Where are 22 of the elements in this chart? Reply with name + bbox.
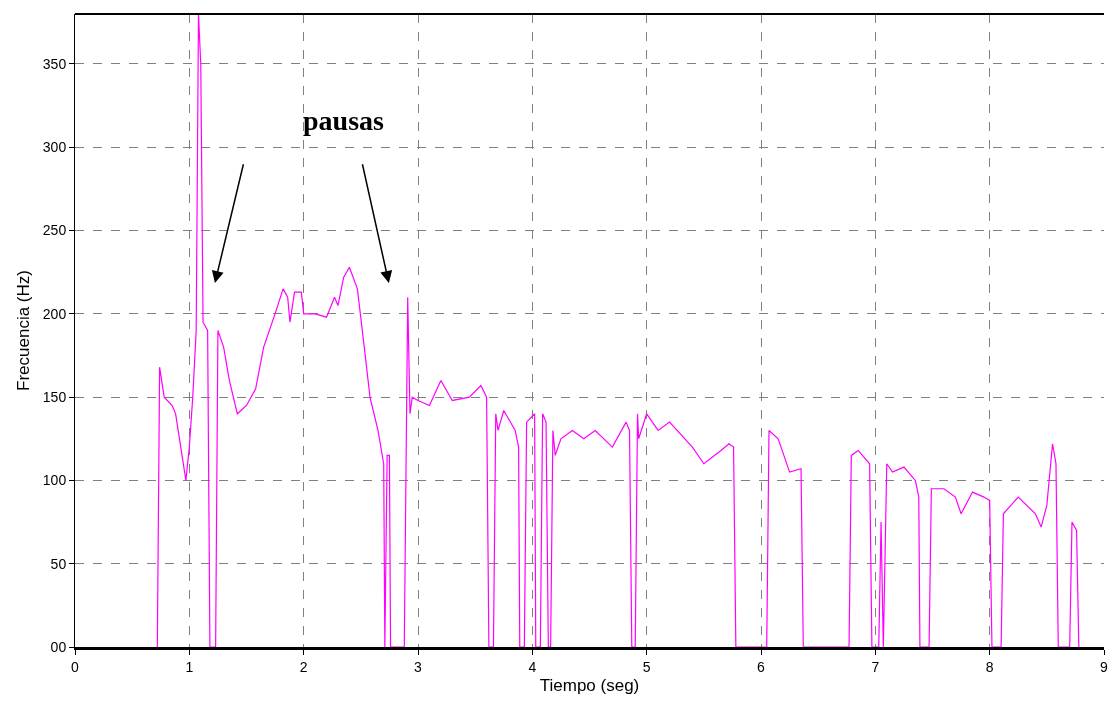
x-tick-label: 9	[1100, 658, 1109, 675]
x-tick-label: 5	[642, 658, 651, 675]
x-tick-label: 2	[299, 658, 308, 675]
line-series	[156, 14, 1080, 647]
y-axis-title: Frecuencia (Hz)	[14, 270, 34, 391]
y-tick-label: 350	[42, 55, 67, 72]
y-tick-label: 100	[42, 472, 67, 489]
x-tick-label: 1	[185, 658, 194, 675]
y-tick-label: 300	[42, 139, 67, 156]
y-tick-label: 200	[42, 305, 67, 322]
x-tick-label: 7	[871, 658, 880, 675]
y-tick-label: 150	[42, 389, 67, 406]
x-tick-label: 3	[414, 658, 423, 675]
x-tick-label: 6	[757, 658, 766, 675]
y-tick-label: 250	[42, 222, 67, 239]
x-tick-label: 4	[528, 658, 537, 675]
y-tick-label: 50	[50, 555, 67, 572]
x-tick-label: 0	[71, 658, 80, 675]
annotation: pausas	[303, 105, 385, 136]
x-tick-label: 8	[985, 658, 994, 675]
x-axis-title: Tiempo (seg)	[539, 676, 640, 696]
y-tick-label: 00	[50, 638, 67, 655]
